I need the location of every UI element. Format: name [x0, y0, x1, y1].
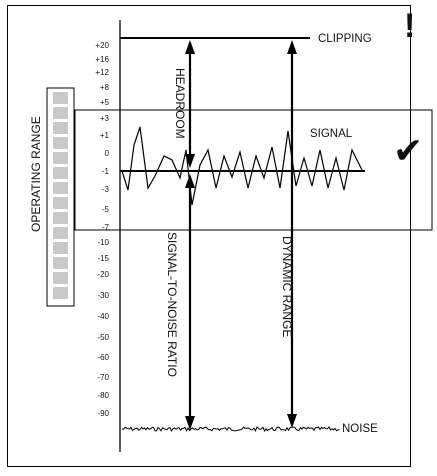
- meter-segment: [53, 182, 68, 194]
- scale-tick-label: -80: [97, 391, 109, 400]
- scale-tick-label: +16: [95, 55, 109, 64]
- scale-tick-label: -5: [102, 205, 110, 214]
- scale-tick-label: +5: [100, 98, 110, 107]
- level-meter: [46, 87, 75, 307]
- scale-tick-label: +20: [95, 41, 109, 50]
- snr-arrow-head-bottom: [185, 416, 195, 430]
- snr-label: SIGNAL-TO-NOISE RATIO: [165, 232, 179, 377]
- noise-floor: [121, 426, 340, 433]
- headroom-label: HEADROOM: [173, 68, 187, 139]
- scale-tick-label: -20: [97, 270, 109, 279]
- noise-label: NOISE: [342, 423, 378, 435]
- meter-segment: [53, 122, 68, 134]
- meter-segment: [53, 137, 68, 149]
- scale-tick-label: -7: [102, 223, 110, 232]
- scale-tick-label: -3: [102, 185, 110, 194]
- scale-tick-label: -60: [97, 353, 109, 362]
- snr-arrow-head-top: [185, 174, 195, 188]
- scale-tick-label: -15: [97, 254, 109, 263]
- dynamic-range-label: DYNAMIC RANGE: [280, 236, 294, 337]
- warning-icon: !: [404, 7, 415, 45]
- dynamic-range-arrow-head-top: [287, 40, 297, 54]
- scale-tick-label: -70: [97, 373, 109, 382]
- meter-segment: [53, 227, 68, 239]
- scale-tick-label: 0: [105, 149, 110, 158]
- scale-ticks: +20 +16 +12 +8 +5 +3 +1 0 -1 -3 -5 -7 -10 -15 -20 -30 -4…: [95, 41, 109, 418]
- check-icon: ✔: [393, 130, 423, 171]
- meter-segment: [53, 167, 68, 179]
- headroom-arrow-head-top: [185, 40, 195, 54]
- scale-tick-label: +8: [100, 83, 110, 92]
- signal-waveform: [121, 126, 363, 206]
- meter-segment: [53, 257, 68, 269]
- diagram-frame: [7, 5, 411, 467]
- scale-tick-label: -40: [97, 312, 109, 321]
- meter-segments: [53, 92, 68, 299]
- meter-segment: [53, 272, 68, 284]
- meter-segment: [53, 152, 68, 164]
- meter-segment: [53, 92, 68, 104]
- signal-label: SIGNAL: [310, 128, 353, 140]
- scale-tick-label: +1: [100, 131, 110, 140]
- meter-segment: [53, 287, 68, 299]
- scale-tick-label: -1: [102, 167, 110, 176]
- meter-segment: [53, 242, 68, 254]
- scale-tick-label: -30: [97, 291, 109, 300]
- meter-segment: [53, 107, 68, 119]
- scale-tick-label: -10: [97, 238, 109, 247]
- scale-tick-label: +3: [100, 114, 110, 123]
- scale-tick-label: -50: [97, 333, 109, 342]
- operating-range-band: [74, 109, 433, 231]
- operating-range-label: OPERATING RANGE: [29, 116, 43, 232]
- clipping-label: CLIPPING: [318, 33, 372, 45]
- dynamic-range-arrow-head-bottom: [287, 414, 297, 428]
- headroom-arrow-head-bottom: [185, 154, 195, 168]
- meter-segment: [53, 197, 68, 209]
- scale-tick-label: +12: [95, 68, 109, 77]
- meter-segment: [53, 212, 68, 224]
- scale-tick-label: -90: [97, 409, 109, 418]
